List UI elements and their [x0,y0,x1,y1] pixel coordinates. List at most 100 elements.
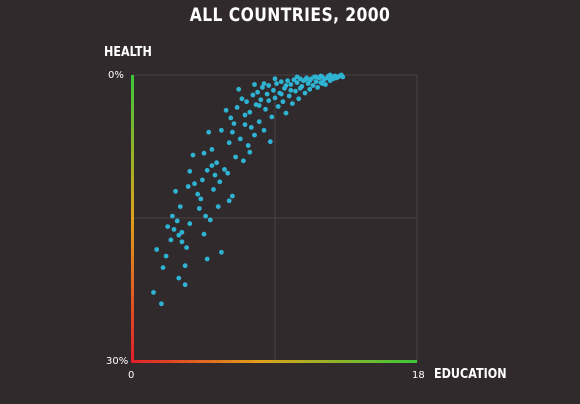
data-point [291,77,297,83]
data-point [203,213,209,219]
data-point [160,265,166,270]
data-point [256,119,262,125]
x-tick-label-right: 18 [412,370,425,381]
data-point [231,121,237,126]
data-point [201,231,207,237]
data-point [260,85,265,90]
data-point [215,204,221,210]
data-point [271,87,276,93]
data-point [207,217,213,223]
data-point [226,198,232,204]
data-point [275,104,281,109]
data-point [187,221,193,227]
grid-lines [133,74,418,361]
data-point [272,95,278,101]
data-point [204,256,210,262]
data-point [236,86,242,92]
data-point [230,129,235,135]
data-point [278,79,284,85]
data-point [283,83,289,88]
data-point [263,106,268,112]
data-point [211,187,216,192]
data-point [290,101,295,106]
data-point [247,109,253,115]
data-point [239,96,245,102]
x-axis-label: EDUCATION [434,367,507,382]
data-point [182,282,188,288]
data-point [315,85,320,90]
data-point [307,86,313,92]
data-point [258,97,264,103]
data-point [296,96,302,102]
data-point [237,136,243,142]
data-point [179,229,185,235]
data-point [219,249,224,255]
data-point [230,193,235,199]
data-point [222,167,227,172]
data-point [297,85,303,91]
data-point [269,114,275,120]
data-point [151,290,156,295]
data-point [182,263,188,269]
data-point [173,188,179,194]
data-point [288,87,294,93]
data-point [219,127,224,133]
data-point [209,163,215,169]
data-point [212,172,218,178]
data-point [266,98,272,104]
data-point [264,91,270,97]
data-point [163,253,169,259]
data-point [195,191,201,197]
data-point [233,154,239,160]
data-point [165,224,171,230]
data-point [313,79,319,85]
data-point [177,204,183,210]
data-point [244,99,250,105]
data-point [250,92,256,98]
data-point [170,213,175,219]
data-point [261,81,267,86]
data-point [302,77,308,83]
data-point [200,177,205,183]
data-point [248,125,254,130]
data-point [288,82,294,87]
data-point [278,91,284,97]
x-axis-line [131,360,417,363]
data-point [190,152,196,158]
data-point [185,184,191,189]
data-point [272,76,278,82]
data-point [247,149,253,155]
data-point [204,167,210,173]
data-point [196,206,202,211]
data-point [214,160,220,166]
data-point [252,82,257,87]
data-point [245,143,251,148]
data-point [318,73,324,79]
data-point [261,127,267,133]
data-point [283,110,289,116]
data-point [252,132,257,138]
data-point [168,237,174,243]
data-point [201,150,207,156]
data-point [241,158,246,164]
data-point [154,247,160,252]
data-point [228,115,234,121]
data-point [285,78,290,84]
data-point [256,103,262,108]
chart-title: ALL COUNTRIES, 2000 [189,4,391,26]
data-point [242,122,248,127]
data-point [226,140,232,146]
data-point [255,89,260,95]
data-point [209,147,215,152]
y-axis-label: HEALTH [104,45,152,60]
data-point [294,74,300,80]
data-point [192,181,197,187]
data-point [280,99,286,105]
x-tick-label-left: 0 [128,370,135,381]
data-point [174,218,180,224]
data-point [338,72,344,78]
data-point [176,232,182,238]
y-tick-label-bottom: 30% [106,356,129,367]
